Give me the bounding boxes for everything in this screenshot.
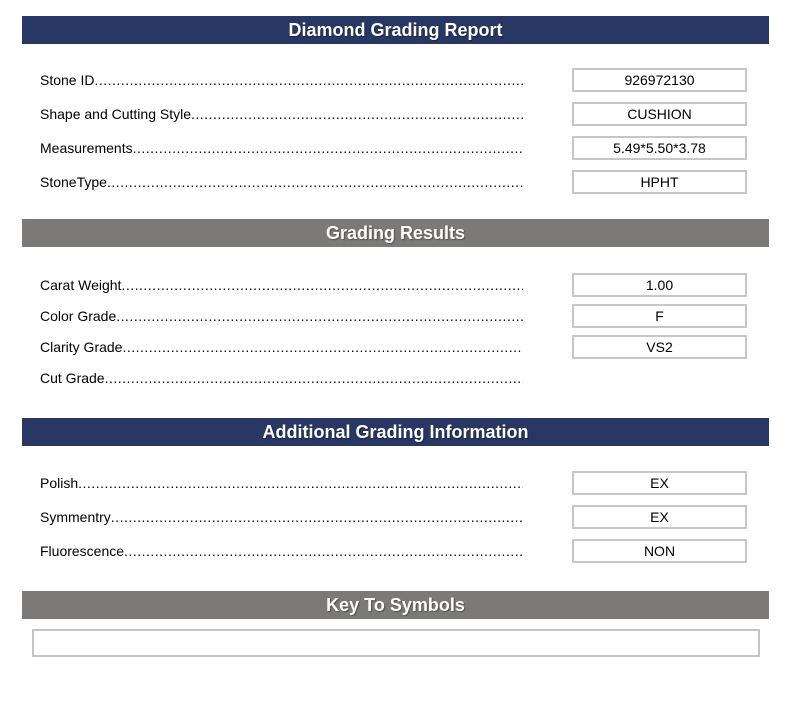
field-label-cut-grade: Cut Grade [40, 370, 105, 386]
field-label-color-grade: Color Grade [40, 308, 117, 324]
dot-leader: ........................................… [110, 509, 523, 525]
color-grade-value: F [572, 304, 747, 328]
field-label-symmetry: Symmentry [40, 509, 111, 525]
field-row-stone-type: StoneType...............................… [22, 170, 769, 194]
field-row-color-grade: Color Grade.............................… [22, 304, 769, 328]
field-label-polish: Polish [40, 475, 79, 491]
section-identification: Stone ID................................… [22, 68, 769, 194]
dot-leader: ........................................… [78, 475, 523, 491]
field-label-carat-weight: Carat Weight [40, 277, 122, 293]
field-row-cut-grade: Cut Grade...............................… [22, 366, 769, 390]
symmetry-value: EX [572, 505, 747, 529]
dot-leader: ........................................… [106, 174, 523, 190]
field-row-clarity-grade: Clarity Grade...........................… [22, 335, 769, 359]
field-row-symmetry: Symmentry...............................… [22, 505, 769, 529]
field-label-clarity-grade: Clarity Grade [40, 339, 123, 355]
dot-leader: ........................................… [124, 543, 523, 559]
section-header-grading-results: Grading Results [22, 219, 769, 247]
carat-weight-value: 1.00 [572, 273, 747, 297]
stone-type-value: HPHT [572, 170, 747, 194]
dot-leader: ........................................… [191, 106, 523, 122]
section-grading-results: Carat Weight............................… [22, 273, 769, 390]
dot-leader: ........................................… [116, 308, 523, 324]
diamond-grading-report: Diamond Grading Report Stone ID.........… [22, 0, 769, 657]
field-label-measurements: Measurements [40, 140, 133, 156]
dot-leader: ........................................… [132, 140, 523, 156]
section-header-additional-grading-information: Additional Grading Information [22, 418, 769, 446]
fluorescence-value: NON [572, 539, 747, 563]
section-header-key-to-symbols: Key To Symbols [22, 591, 769, 619]
dot-leader: ........................................… [94, 72, 523, 88]
polish-value: EX [572, 471, 747, 495]
section-additional-info: Polish..................................… [22, 471, 769, 563]
dot-leader: ........................................… [104, 370, 523, 386]
field-row-carat-weight: Carat Weight............................… [22, 273, 769, 297]
field-label-fluorescence: Fluorescence [40, 543, 125, 559]
dot-leader: ........................................… [121, 277, 523, 293]
dot-leader: ........................................… [122, 339, 523, 355]
field-label-stone-id: Stone ID [40, 72, 95, 88]
field-label-stone-type: StoneType [40, 174, 107, 190]
key-to-symbols-box [32, 629, 760, 657]
field-label-shape: Shape and Cutting Style [40, 106, 191, 122]
field-row-stone-id: Stone ID................................… [22, 68, 769, 92]
clarity-grade-value: VS2 [572, 335, 747, 359]
field-row-polish: Polish..................................… [22, 471, 769, 495]
section-header-diamond-grading-report: Diamond Grading Report [22, 16, 769, 44]
stone-id-value: 926972130 [572, 68, 747, 92]
shape-value: CUSHION [572, 102, 747, 126]
measurements-value: 5.49*5.50*3.78 [572, 136, 747, 160]
field-row-fluorescence: Fluorescence............................… [22, 539, 769, 563]
field-row-shape: Shape and Cutting Style.................… [22, 102, 769, 126]
field-row-measurements: Measurements............................… [22, 136, 769, 160]
